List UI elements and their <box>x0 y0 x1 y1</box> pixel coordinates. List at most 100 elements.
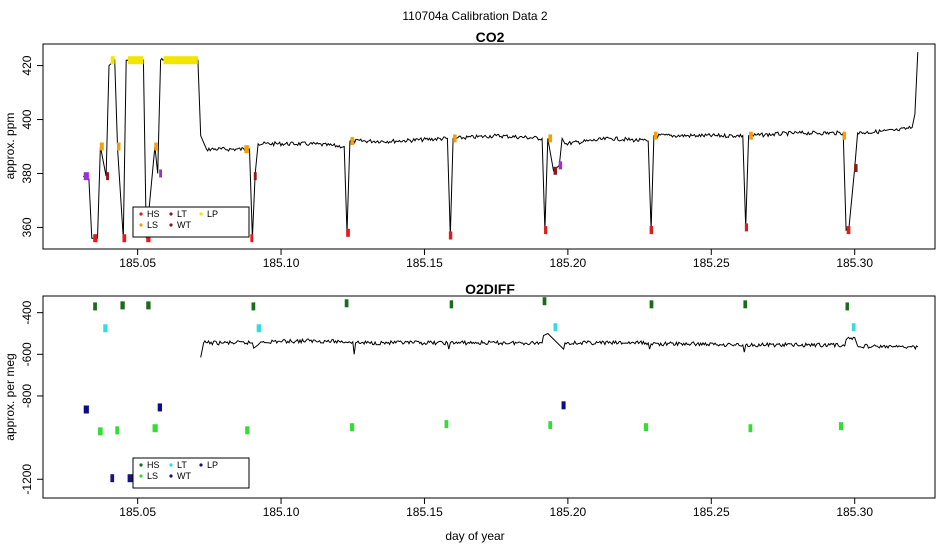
o2diff-calibration-marker <box>349 423 355 432</box>
o2diff-ytick-label: -1200 <box>20 464 34 495</box>
co2-ytick-label: 380 <box>20 163 34 183</box>
o2diff-panel: O2DIFF approx. per meg 185.05 185.10 185.1… <box>3 281 936 519</box>
co2-xtick-label: 185.25 <box>693 256 730 270</box>
o2diff-ytick-label: -800 <box>20 384 34 408</box>
o2diff-calibration-marker <box>110 474 115 483</box>
co2-calibration-marker <box>163 56 198 65</box>
co2-calibration-marker <box>653 131 658 140</box>
co2-plot-frame <box>42 43 936 250</box>
o2diff-calibration-marker <box>83 405 89 414</box>
co2-ylabel: approx. ppm <box>3 113 17 180</box>
co2-calibration-marker <box>346 228 350 237</box>
o2diff-calibration-marker <box>643 423 649 432</box>
co2-calibration-marker <box>649 226 654 235</box>
co2-calibration-marker <box>250 234 254 243</box>
co2-calibration-marker <box>854 164 858 173</box>
co2-calibration-marker <box>448 231 453 240</box>
co2-legend-marker <box>139 212 143 216</box>
co2-legend-marker <box>199 212 203 216</box>
figure-xlabel: day of year <box>445 529 504 543</box>
o2diff-calibration-marker <box>93 302 97 311</box>
co2-markers-group <box>83 56 858 243</box>
o2diff-calibration-marker <box>449 300 454 309</box>
o2diff-xtick-label: 185.20 <box>550 505 587 519</box>
co2-legend-label: LS <box>147 220 158 230</box>
o2diff-trace-group <box>200 332 919 358</box>
o2diff-legend-box <box>132 457 250 489</box>
o2diff-calibration-marker <box>561 401 566 410</box>
co2-ytick-label: 400 <box>20 109 34 129</box>
co2-xtick-label: 185.20 <box>550 256 587 270</box>
co2-ytick-label: 420 <box>20 55 34 75</box>
o2diff-ytick-label: -600 <box>20 342 34 366</box>
co2-legend-label: WT <box>177 220 191 230</box>
co2-calibration-marker <box>127 56 144 65</box>
co2-calibration-marker <box>350 137 355 146</box>
o2diff-xtick-label: 185.25 <box>693 505 730 519</box>
o2diff-legend-marker <box>199 463 203 467</box>
co2-legend-marker <box>169 223 173 227</box>
o2diff-calibration-marker <box>251 302 256 311</box>
o2diff-calibration-marker <box>743 300 748 309</box>
o2diff-calibration-marker <box>838 422 844 431</box>
co2-calibration-marker <box>99 142 104 151</box>
co2-calibration-marker <box>453 134 457 143</box>
co2-ytick-label: 360 <box>20 217 34 237</box>
co2-trace-line <box>82 52 919 239</box>
o2diff-calibration-marker <box>245 426 250 435</box>
o2diff-title: O2DIFF <box>465 281 515 297</box>
co2-legend-marker <box>169 212 173 216</box>
o2diff-calibration-marker <box>120 301 125 310</box>
o2diff-calibration-marker <box>157 403 163 412</box>
o2diff-legend-label: LS <box>147 471 158 481</box>
co2-calibration-marker <box>553 166 557 175</box>
o2diff-xtick-label: 185.30 <box>836 505 873 519</box>
o2diff-calibration-marker <box>344 299 349 308</box>
o2diff-legend-marker <box>169 463 173 467</box>
co2-xtick-label: 185.15 <box>406 256 443 270</box>
co2-legend-label: LT <box>177 209 187 219</box>
co2-calibration-marker <box>154 142 158 151</box>
co2-calibration-marker <box>116 142 121 151</box>
co2-title: CO2 <box>476 29 505 45</box>
o2diff-ytick-label: -400 <box>20 300 34 324</box>
o2diff-calibration-marker <box>444 420 449 429</box>
co2-panel: CO2 approx. ppm 185.05 185.10 185.15 185.20… <box>3 29 936 270</box>
o2diff-calibration-marker <box>103 324 108 333</box>
o2diff-calibration-marker <box>553 323 558 332</box>
co2-calibration-marker <box>159 169 163 178</box>
o2diff-plot-frame <box>42 295 936 499</box>
o2diff-calibration-marker <box>851 323 856 332</box>
o2diff-calibration-marker <box>115 426 120 435</box>
o2diff-xtick-label: 185.10 <box>263 505 300 519</box>
co2-calibration-marker <box>146 234 151 243</box>
o2diff-legend-marker <box>139 474 143 478</box>
o2diff-calibration-marker <box>845 302 849 311</box>
co2-calibration-marker <box>846 226 851 235</box>
co2-calibration-marker <box>83 172 89 181</box>
o2diff-ylabel: approx. per meg <box>3 353 17 440</box>
co2-legend-label: HS <box>147 209 160 219</box>
o2diff-legend-marker <box>139 463 143 467</box>
co2-ticks: 185.05 185.10 185.15 185.20 185.25 185.30 360 3… <box>20 55 873 270</box>
o2diff-calibration-marker <box>256 324 261 333</box>
o2diff-calibration-marker <box>146 301 151 310</box>
co2-legend-box <box>132 206 250 238</box>
o2diff-calibration-marker <box>748 424 753 433</box>
co2-xtick-label: 185.30 <box>836 256 873 270</box>
o2diff-legend-marker <box>169 474 173 478</box>
o2diff-calibration-marker <box>542 297 547 306</box>
co2-calibration-marker <box>548 134 553 143</box>
figure-suptitle: 110704a Calibration Data 2 <box>402 9 548 23</box>
co2-calibration-marker <box>544 226 548 235</box>
o2diff-ticks: 185.05 185.10 185.15 185.20 185.25 185.30 -400… <box>20 300 873 519</box>
co2-calibration-marker <box>558 161 563 170</box>
co2-legend-label: LP <box>207 209 218 219</box>
co2-legend-marker <box>139 223 143 227</box>
o2diff-markers-group <box>83 297 856 483</box>
co2-calibration-marker <box>93 234 98 243</box>
